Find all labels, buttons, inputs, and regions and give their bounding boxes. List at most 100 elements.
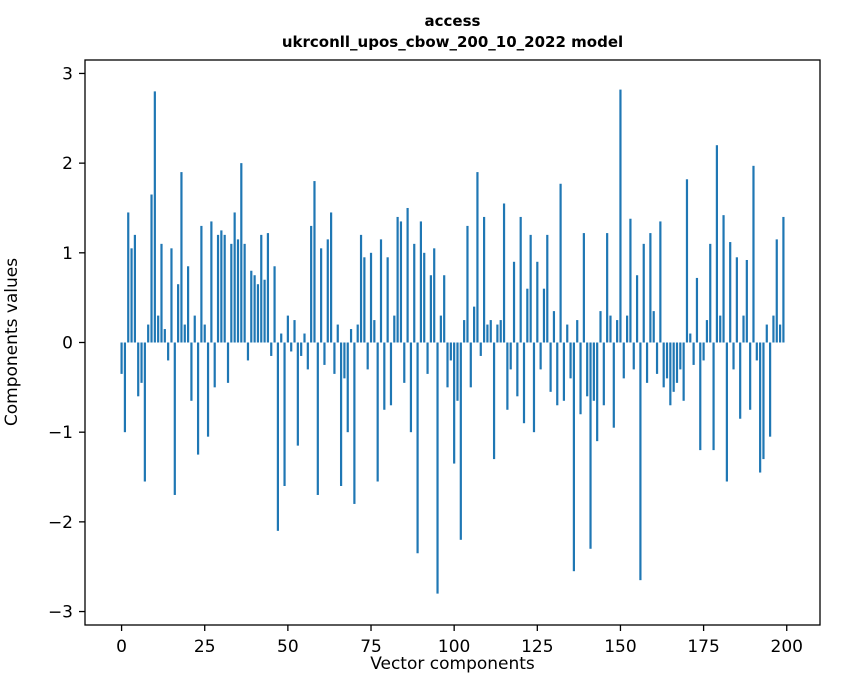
- bar: [589, 342, 592, 549]
- bar: [602, 342, 605, 406]
- bar: [396, 216, 399, 343]
- x-tick-label: 200: [771, 637, 803, 657]
- bar: [742, 315, 745, 343]
- bar: [270, 342, 273, 356]
- x-tick-label: 125: [521, 637, 553, 657]
- bar: [702, 342, 705, 361]
- bar: [153, 91, 156, 343]
- bar: [310, 225, 313, 343]
- bar: [127, 212, 130, 343]
- bar: [293, 320, 296, 343]
- bar: [399, 221, 403, 343]
- bar: [316, 342, 319, 495]
- bar: [233, 212, 236, 343]
- bar: [712, 342, 715, 451]
- bar: [769, 342, 772, 437]
- bar: [642, 243, 645, 343]
- bar: [210, 221, 213, 343]
- bar: [692, 342, 695, 365]
- bar: [306, 342, 309, 370]
- bar: [160, 243, 163, 343]
- bar: [596, 342, 599, 442]
- bar: [246, 342, 250, 361]
- bar: [473, 306, 476, 343]
- bar: [762, 342, 765, 460]
- bar: [632, 342, 635, 370]
- bar: [253, 275, 256, 343]
- bar: [739, 342, 742, 419]
- bar: [752, 165, 755, 343]
- bar: [469, 342, 472, 388]
- bar: [552, 311, 556, 343]
- bar: [190, 342, 193, 401]
- bar: [496, 324, 499, 343]
- bar: [266, 233, 270, 343]
- bar: [459, 342, 462, 540]
- bar: [562, 342, 566, 401]
- bar: [426, 342, 429, 374]
- y-tick-label: −1: [48, 423, 73, 443]
- bar: [170, 248, 173, 343]
- bar: [386, 257, 389, 343]
- bar: [709, 243, 712, 343]
- bar: [226, 342, 230, 383]
- bar: [213, 342, 216, 388]
- bar: [333, 342, 336, 374]
- bar: [586, 342, 589, 397]
- bar: [606, 233, 609, 343]
- bar: [745, 259, 748, 343]
- bar: [599, 311, 602, 343]
- bar: [203, 324, 206, 343]
- bar: [725, 342, 728, 482]
- bar: [689, 333, 692, 343]
- x-tick-label: 100: [438, 637, 470, 657]
- bar: [409, 342, 413, 433]
- bar: [273, 266, 276, 343]
- bar: [659, 221, 662, 343]
- bar: [223, 234, 226, 343]
- bar: [290, 342, 293, 352]
- bar: [206, 342, 210, 437]
- y-tick-label: −3: [48, 603, 73, 623]
- bar: [532, 342, 536, 433]
- bar: [419, 221, 422, 343]
- bar: [383, 342, 386, 410]
- bar: [123, 342, 127, 433]
- bar: [230, 243, 233, 343]
- bar: [356, 324, 359, 343]
- y-tick-label: −2: [48, 513, 73, 533]
- bar: [765, 324, 768, 343]
- bar: [569, 342, 572, 379]
- bar: [506, 342, 509, 410]
- bar: [612, 342, 615, 428]
- bar: [147, 324, 150, 343]
- x-tick-label: 75: [360, 637, 382, 657]
- bar: [243, 243, 246, 343]
- bar: [406, 207, 409, 343]
- y-axis-label: Components values: [2, 257, 22, 427]
- x-tick-label: 0: [116, 637, 127, 657]
- chart-title-line1: access: [424, 12, 481, 30]
- bar: [572, 342, 575, 572]
- bar: [137, 342, 140, 397]
- bar: [542, 288, 546, 343]
- bar: [662, 342, 665, 388]
- bar: [349, 329, 353, 343]
- bar: [463, 320, 466, 343]
- bar: [353, 342, 356, 504]
- bar: [576, 320, 579, 343]
- bar: [200, 225, 203, 343]
- bar: [216, 234, 220, 343]
- bar: [150, 194, 153, 343]
- y-tick-label: 3: [62, 64, 73, 84]
- bar: [320, 248, 323, 343]
- bar: [635, 275, 639, 343]
- bar: [539, 342, 542, 370]
- bar: [177, 284, 180, 343]
- bar: [516, 342, 519, 397]
- y-tick-label: 0: [62, 334, 73, 354]
- bar: [672, 342, 675, 392]
- bar: [456, 342, 459, 401]
